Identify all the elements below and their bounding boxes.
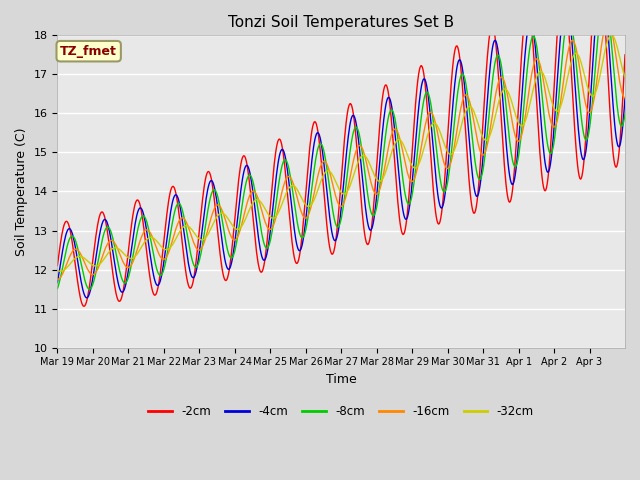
Line: -32cm: -32cm (58, 35, 625, 271)
-16cm (274, 206, 282, 212)
-32cm (54, 267, 61, 273)
-32cm (253, 197, 261, 203)
X-axis label: Time: Time (326, 373, 356, 386)
Line: -16cm: -16cm (58, 21, 625, 279)
-16cm (400, 154, 408, 159)
-8cm (433, 145, 440, 151)
-8cm (253, 202, 261, 208)
-8cm (54, 286, 61, 291)
-32cm (621, 74, 629, 80)
-2cm (433, 214, 440, 220)
-32cm (433, 121, 440, 127)
-32cm (275, 209, 282, 215)
-16cm (225, 227, 232, 232)
-16cm (54, 276, 61, 282)
-32cm (608, 32, 616, 38)
-2cm (121, 278, 129, 284)
-16cm (621, 95, 629, 101)
-2cm (253, 254, 261, 260)
-4cm (121, 285, 129, 291)
-16cm (432, 120, 440, 126)
-2cm (621, 52, 629, 58)
-2cm (275, 137, 282, 143)
-4cm (275, 156, 282, 162)
Line: -8cm: -8cm (58, 0, 625, 289)
-4cm (621, 95, 629, 101)
-8cm (621, 111, 629, 117)
Y-axis label: Soil Temperature (C): Soil Temperature (C) (15, 127, 28, 256)
-8cm (401, 188, 408, 193)
-16cm (604, 18, 612, 24)
-4cm (401, 214, 408, 220)
-4cm (253, 225, 261, 231)
Text: TZ_fmet: TZ_fmet (60, 45, 117, 58)
-8cm (275, 181, 282, 187)
-32cm (56, 268, 64, 274)
Line: -2cm: -2cm (58, 0, 625, 306)
-16cm (253, 192, 260, 197)
-16cm (120, 261, 128, 266)
Title: Tonzi Soil Temperatures Set B: Tonzi Soil Temperatures Set B (228, 15, 454, 30)
-32cm (121, 252, 129, 258)
-32cm (225, 217, 233, 223)
-4cm (225, 266, 233, 272)
-4cm (54, 280, 61, 286)
-4cm (83, 295, 91, 300)
-2cm (401, 229, 408, 235)
-2cm (80, 303, 88, 309)
-8cm (121, 280, 129, 286)
-8cm (85, 287, 93, 292)
-8cm (225, 252, 233, 258)
Line: -4cm: -4cm (58, 0, 625, 298)
Legend: -2cm, -4cm, -8cm, -16cm, -32cm: -2cm, -4cm, -8cm, -16cm, -32cm (144, 400, 539, 423)
-2cm (54, 263, 61, 268)
-32cm (401, 144, 408, 150)
-2cm (225, 268, 233, 274)
-4cm (433, 179, 440, 185)
